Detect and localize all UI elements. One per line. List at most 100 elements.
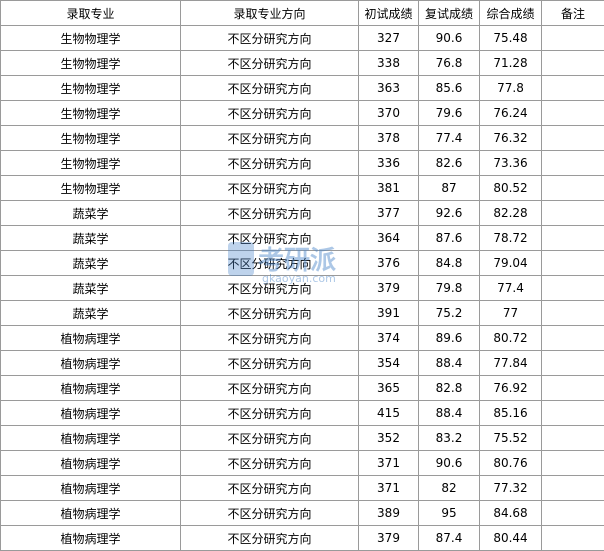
- table-cell: 336: [359, 151, 419, 176]
- table-cell: 76.32: [480, 126, 542, 151]
- table-cell: 植物病理学: [1, 351, 181, 376]
- table-cell: 90.6: [419, 451, 480, 476]
- empty-cell: [542, 26, 604, 51]
- table-cell: 蔬菜学: [1, 301, 181, 326]
- empty-cell: [542, 351, 604, 376]
- table-cell: 不区分研究方向: [181, 151, 359, 176]
- table-cell: 不区分研究方向: [181, 501, 359, 526]
- table-cell: 71.28: [480, 51, 542, 76]
- table-cell: 生物物理学: [1, 151, 181, 176]
- table-cell: 植物病理学: [1, 451, 181, 476]
- table-cell: 338: [359, 51, 419, 76]
- table-cell: 378: [359, 126, 419, 151]
- table-cell: 79.04: [480, 251, 542, 276]
- table-cell: 75.48: [480, 26, 542, 51]
- table-cell: 354: [359, 351, 419, 376]
- table-cell: 不区分研究方向: [181, 226, 359, 251]
- empty-cell: [542, 201, 604, 226]
- table-cell: 不区分研究方向: [181, 26, 359, 51]
- watermark-logo: [228, 242, 254, 276]
- table-cell: 376: [359, 251, 419, 276]
- table-cell: 84.68: [480, 501, 542, 526]
- table-cell: 389: [359, 501, 419, 526]
- table-cell: 不区分研究方向: [181, 301, 359, 326]
- table-cell: 73.36: [480, 151, 542, 176]
- empty-cell: [542, 226, 604, 251]
- table-cell: 植物病理学: [1, 426, 181, 451]
- table-cell: 不区分研究方向: [181, 401, 359, 426]
- table-cell: 蔬菜学: [1, 201, 181, 226]
- table-cell: 352: [359, 426, 419, 451]
- header-cell: 备注: [542, 1, 604, 26]
- empty-cell: [542, 326, 604, 351]
- table-cell: 不区分研究方向: [181, 51, 359, 76]
- empty-cell: [542, 126, 604, 151]
- table-cell: 379: [359, 276, 419, 301]
- header-cell: 录取专业方向: [181, 1, 359, 26]
- table-cell: 不区分研究方向: [181, 101, 359, 126]
- table-cell: 不区分研究方向: [181, 276, 359, 301]
- table-cell: 不区分研究方向: [181, 76, 359, 101]
- table-cell: 植物病理学: [1, 476, 181, 501]
- table-cell: 327: [359, 26, 419, 51]
- table-cell: 85.6: [419, 76, 480, 101]
- table-cell: 植物病理学: [1, 376, 181, 401]
- table-cell: 不区分研究方向: [181, 376, 359, 401]
- header-row: 录取专业录取专业方向初试成绩复试成绩综合成绩备注: [1, 1, 604, 26]
- table-cell: 不区分研究方向: [181, 426, 359, 451]
- empty-cell: [542, 501, 604, 526]
- empty-cell: [542, 376, 604, 401]
- table-cell: 不区分研究方向: [181, 526, 359, 551]
- table-cell: 77.4: [419, 126, 480, 151]
- table-cell: 植物病理学: [1, 326, 181, 351]
- table-cell: 88.4: [419, 351, 480, 376]
- empty-cell: [542, 301, 604, 326]
- table-cell: 植物病理学: [1, 526, 181, 551]
- table-cell: 374: [359, 326, 419, 351]
- table-cell: 364: [359, 226, 419, 251]
- table-cell: 83.2: [419, 426, 480, 451]
- table-cell: 蔬菜学: [1, 226, 181, 251]
- table-cell: 371: [359, 476, 419, 501]
- table-cell: 生物物理学: [1, 76, 181, 101]
- table-cell: 80.52: [480, 176, 542, 201]
- empty-cell: [542, 176, 604, 201]
- table-cell: 77: [480, 301, 542, 326]
- table-cell: 371: [359, 451, 419, 476]
- table-cell: 90.6: [419, 26, 480, 51]
- empty-cell: [542, 451, 604, 476]
- table-cell: 82.8: [419, 376, 480, 401]
- table-cell: 365: [359, 376, 419, 401]
- table-cell: 80.44: [480, 526, 542, 551]
- table-cell: 75.52: [480, 426, 542, 451]
- table-cell: 不区分研究方向: [181, 326, 359, 351]
- table-cell: 不区分研究方向: [181, 126, 359, 151]
- table-cell: 77.8: [480, 76, 542, 101]
- empty-cell: [542, 476, 604, 501]
- table-cell: 95: [419, 501, 480, 526]
- table-cell: 76.8: [419, 51, 480, 76]
- table-cell: 87.6: [419, 226, 480, 251]
- header-cell: 复试成绩: [419, 1, 480, 26]
- table-cell: 415: [359, 401, 419, 426]
- table-cell: 不区分研究方向: [181, 476, 359, 501]
- table-cell: 78.72: [480, 226, 542, 251]
- table-cell: 80.72: [480, 326, 542, 351]
- empty-cell: [542, 276, 604, 301]
- table-cell: 75.2: [419, 301, 480, 326]
- empty-cell: [542, 401, 604, 426]
